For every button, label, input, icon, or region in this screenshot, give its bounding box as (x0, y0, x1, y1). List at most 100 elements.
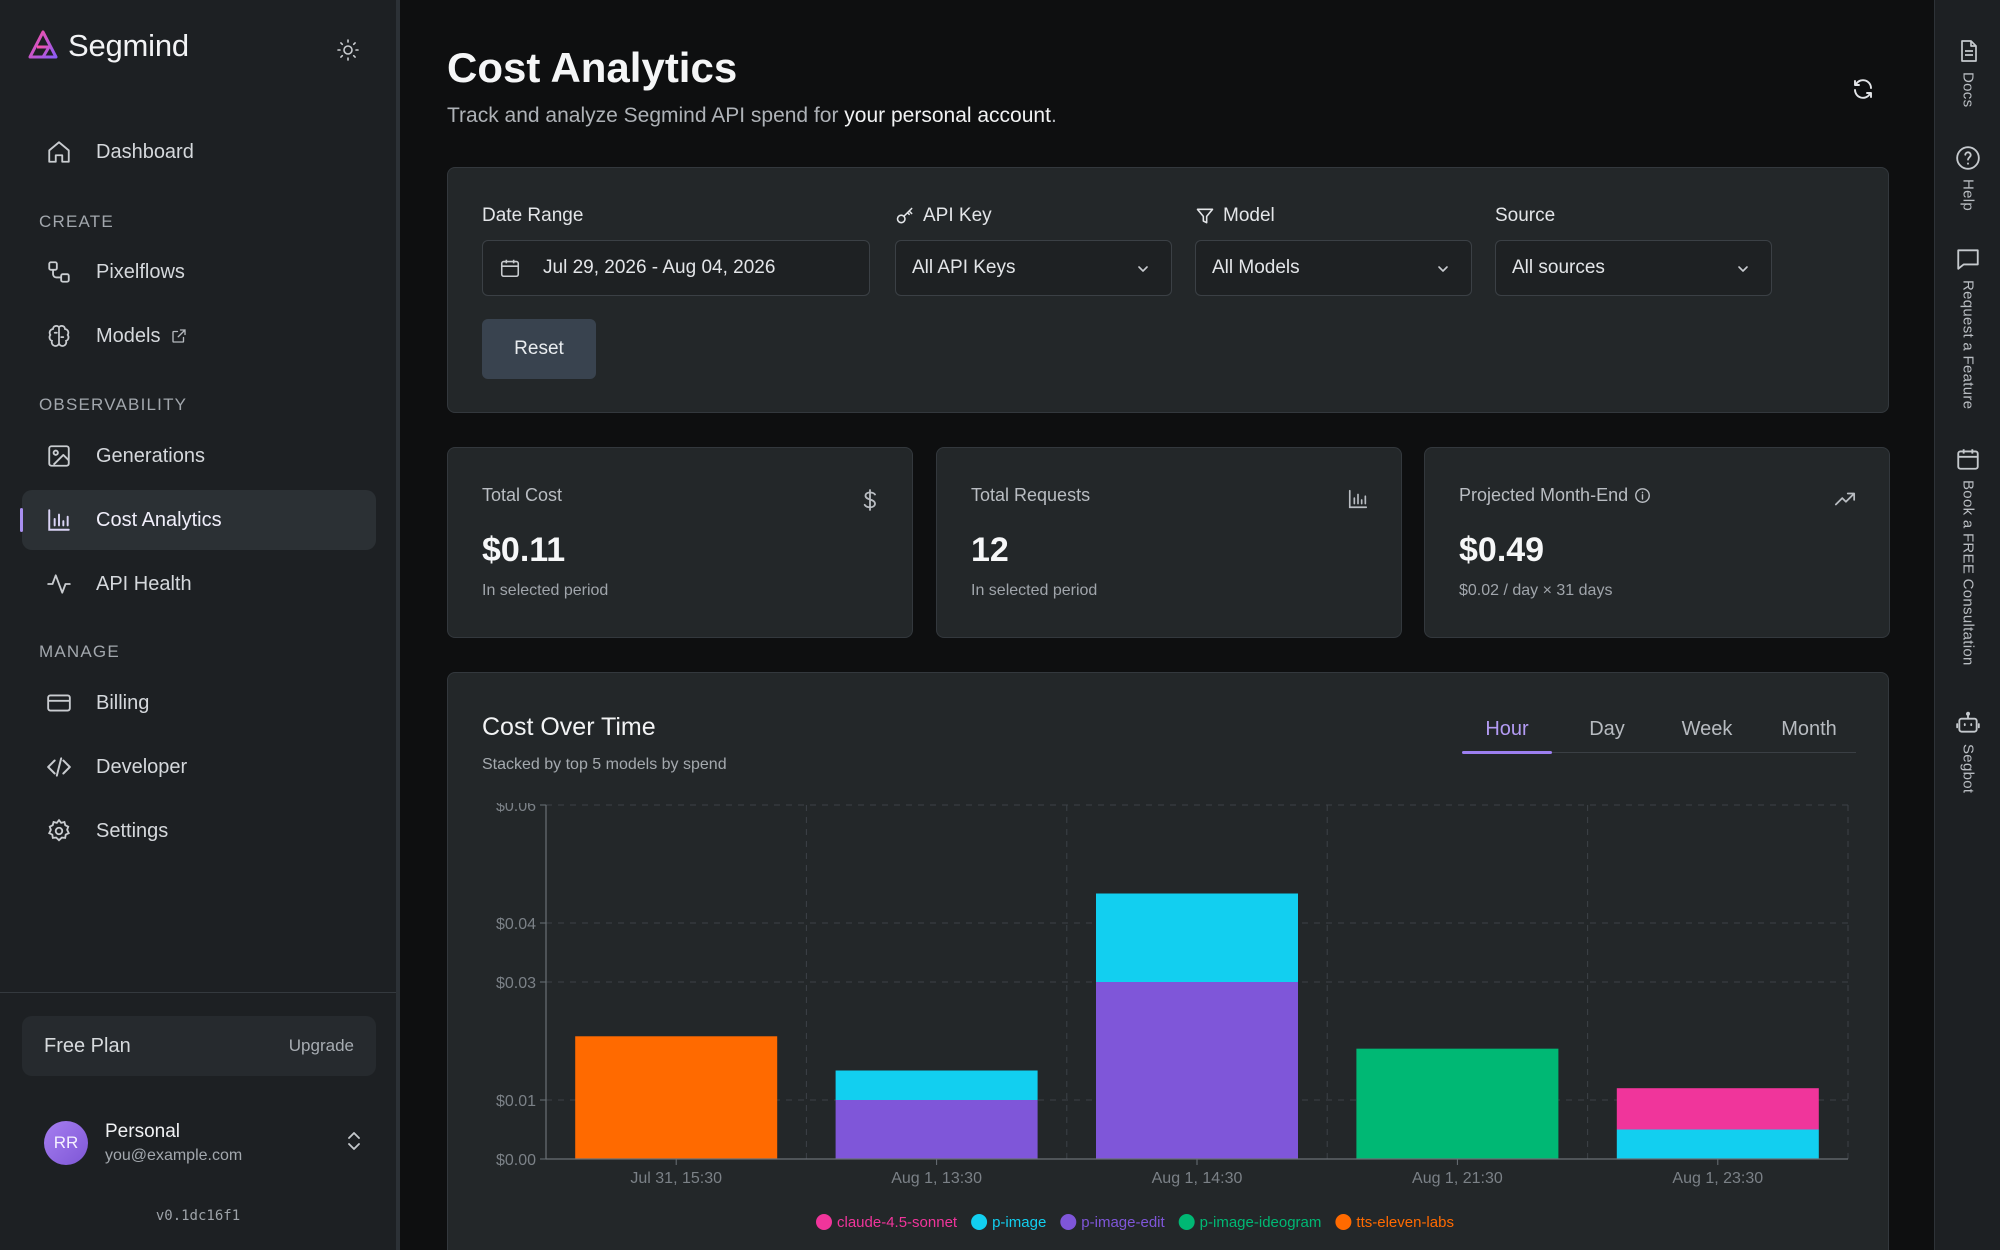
api-key-value: All API Keys (912, 257, 1016, 278)
x-tick-label: Jul 31, 15:30 (630, 1170, 722, 1187)
cost-chart: $0.00 $0.01 $0.03 $0.04 $0.06 Jul 31, 15:30 Au… (496, 803, 1849, 1231)
reset-button[interactable]: Reset (482, 319, 596, 379)
page-subtitle: Track and analyze Segmind API spend for … (447, 104, 1057, 128)
y-tick-label: $0.04 (496, 916, 536, 933)
rail-segbot-label: Segbot (1959, 744, 1977, 794)
sidebar-item-label: Pixelflows (96, 260, 185, 283)
workflow-icon (44, 257, 74, 287)
projected-card: Projected Month-End $0.49 $0.02 / day × … (1424, 447, 1890, 638)
rail-help-label: Help (1959, 179, 1977, 212)
total-requests-note: In selected period (971, 582, 1098, 599)
legend-swatch-claude-4.5-sonnet (816, 1214, 832, 1230)
y-tick-label: $0.06 (496, 803, 536, 815)
rail-consult-label: Book a FREE Consultation (1959, 480, 1977, 666)
filter-icon (1196, 208, 1214, 224)
document-icon (1961, 40, 1977, 62)
chart-title: Cost Over Time (482, 713, 656, 741)
projected-label: Projected Month-End (1459, 485, 1651, 506)
sidebar-item-pixelflows[interactable]: Pixelflows (22, 242, 376, 302)
sidebar-item-api-health[interactable]: API Health (22, 554, 376, 614)
tab-week[interactable]: Week (1681, 717, 1733, 740)
legend-label-claude-4.5-sonnet: claude-4.5-sonnet (837, 1214, 958, 1231)
account-name: Personal (105, 1121, 180, 1142)
sidebar-item-settings[interactable]: Settings (22, 801, 376, 861)
x-tick-label: Aug 1, 14:30 (1152, 1170, 1243, 1187)
y-tick-label: $0.01 (496, 1093, 536, 1110)
legend-label-p-image-ideogram: p-image-ideogram (1200, 1214, 1322, 1231)
help-circle-icon (1956, 146, 1980, 170)
sidebar-item-label: Settings (96, 819, 169, 842)
date-range-picker[interactable]: Jul 29, 2026 - Aug 04, 2026 (482, 240, 870, 296)
page-title: Cost Analytics (447, 44, 738, 91)
model-value: All Models (1212, 257, 1300, 278)
x-tick-label: Aug 1, 13:30 (891, 1170, 982, 1187)
home-icon (44, 137, 74, 167)
chevron-down-icon (1738, 266, 1748, 272)
plan-box: Free Plan Upgrade (22, 1016, 376, 1076)
bar-segment-p-image-ideogram (1356, 1048, 1559, 1159)
theme-toggle-button[interactable] (334, 36, 362, 64)
upgrade-link[interactable]: Upgrade (288, 1036, 354, 1055)
tab-month[interactable]: Month (1781, 717, 1837, 740)
bar-segment-claude-4.5-sonnet (1616, 1088, 1819, 1130)
main-content: Cost Analytics Track and analyze Segmind… (404, 0, 1934, 1250)
sidebar-item-billing[interactable]: Billing (22, 673, 376, 733)
refresh-button[interactable] (1848, 74, 1878, 104)
chevron-down-icon (1438, 266, 1448, 272)
total-cost-note: In selected period (482, 582, 609, 599)
x-tick-label: Aug 1, 23:30 (1672, 1170, 1763, 1187)
rail-docs-label: Docs (1959, 72, 1977, 108)
bar-segment-p-image (835, 1070, 1038, 1100)
api-key-label-text: API Key (923, 205, 992, 226)
rail-segbot[interactable]: Segbot (1935, 710, 2000, 793)
nav-section-observability: OBSERVABILITY (39, 395, 188, 414)
tab-day[interactable]: Day (1589, 717, 1625, 740)
api-key-select[interactable]: All API Keys (895, 240, 1172, 296)
sidebar-item-cost-analytics[interactable]: Cost Analytics (20, 490, 376, 550)
sidebar-item-dashboard[interactable]: Dashboard (22, 122, 376, 182)
rail-docs[interactable]: Docs (1935, 38, 2000, 107)
bar-segment-p-image-edit (1096, 982, 1298, 1159)
plan-name: Free Plan (44, 1034, 131, 1057)
sidebar: Segmind Dashboard CREATE Pixelflows Mode… (0, 0, 400, 1250)
total-cost-value: $0.11 (482, 531, 566, 569)
rail-consultation[interactable]: Book a FREE Consultation (1935, 446, 2000, 666)
image-icon (44, 441, 74, 471)
dollar-icon (863, 489, 876, 511)
bar-segment-p-image-edit (835, 1100, 1038, 1159)
model-select[interactable]: All Models (1195, 240, 1472, 296)
bar-chart-icon (1348, 489, 1368, 509)
granularity-tabs: Hour Day Week Month (1462, 705, 1856, 754)
rail-request-feature[interactable]: Request a Feature (1935, 246, 2000, 409)
brand-name: Segmind (68, 28, 189, 63)
date-range-label: Date Range (482, 205, 584, 226)
bar-chart-icon (44, 505, 74, 535)
total-cost-card: Total Cost $0.11 In selected period (447, 447, 913, 638)
sidebar-item-generations[interactable]: Generations (22, 426, 376, 486)
tab-hour[interactable]: Hour (1462, 705, 1552, 754)
key-icon (896, 207, 913, 224)
calendar-icon (500, 259, 520, 278)
brand-logo[interactable]: Segmind (26, 28, 189, 64)
projected-note: $0.02 / day × 31 days (1459, 582, 1613, 599)
sidebar-item-label: Developer (96, 755, 188, 778)
rail-help[interactable]: Help (1935, 145, 2000, 211)
gear-icon (44, 816, 74, 846)
source-select[interactable]: All sources (1495, 240, 1772, 296)
info-icon[interactable] (1634, 487, 1651, 504)
rail-feature-label: Request a Feature (1959, 280, 1977, 410)
sidebar-item-developer[interactable]: Developer (22, 737, 376, 797)
model-label-text: Model (1223, 205, 1275, 226)
account-switcher[interactable]: RR Personal you@example.com (44, 1118, 364, 1168)
legend-swatch-p-image (971, 1214, 988, 1230)
filters-card: Date Range Jul 29, 2026 - Aug 04, 2026 A… (447, 167, 1889, 413)
bar-segment-tts-eleven-labs (575, 1036, 778, 1159)
sidebar-item-label: API Health (96, 572, 192, 595)
bot-icon (1956, 711, 1980, 733)
app-version: v0.1dc16f1 (155, 1208, 241, 1224)
sidebar-item-models[interactable]: Models (22, 306, 376, 366)
cost-over-time-card: Cost Over Time Stacked by top 5 models b… (447, 672, 1889, 1250)
segmind-logo-icon (28, 30, 58, 59)
sidebar-item-label: Generations (96, 444, 205, 467)
y-tick-label: $0.00 (496, 1152, 536, 1169)
